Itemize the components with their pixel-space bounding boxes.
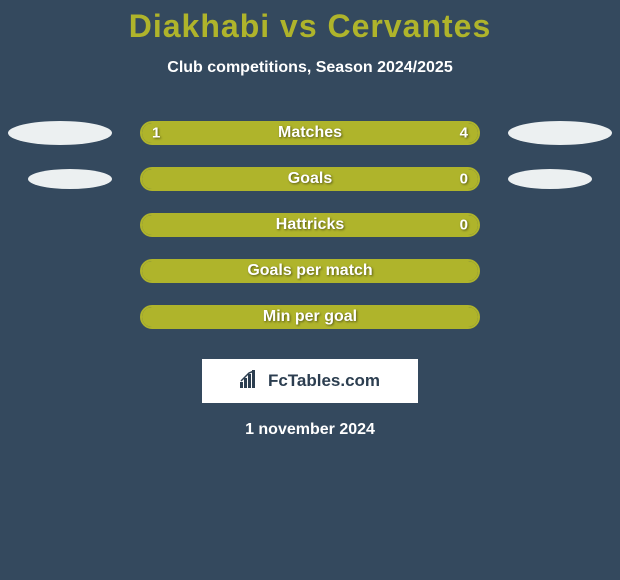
stat-bar: Min per goal	[140, 305, 480, 329]
stat-label: Min per goal	[263, 308, 357, 326]
player2-name: Cervantes	[328, 8, 492, 44]
stat-rows: 1 Matches 4 Goals 0 Hattricks 0 Goals per match…	[0, 121, 620, 329]
player1-avatar	[28, 169, 112, 189]
page-title: Diakhabi vs Cervantes	[0, 8, 620, 45]
stat-label: Hattricks	[276, 216, 344, 234]
brand-box[interactable]: FcTables.com	[202, 359, 418, 403]
stat-row: Hattricks 0	[0, 213, 620, 237]
stat-bar: 1 Matches 4	[140, 121, 480, 145]
stat-bar: Hattricks 0	[140, 213, 480, 237]
stat-row: Goals 0	[0, 167, 620, 191]
player1-avatar	[8, 121, 112, 145]
comparison-panel: Diakhabi vs Cervantes Club competitions,…	[0, 0, 620, 439]
stat-row: Goals per match	[0, 259, 620, 283]
player1-name: Diakhabi	[129, 8, 270, 44]
brand-text: FcTables.com	[268, 371, 380, 391]
stat-label: Goals per match	[247, 262, 372, 280]
stat-bar: Goals per match	[140, 259, 480, 283]
date-text: 1 november 2024	[0, 421, 620, 439]
bar-fill-right	[209, 123, 478, 143]
stat-label: Matches	[278, 124, 342, 142]
stat-value-left: 1	[152, 125, 160, 142]
stat-value-right: 0	[460, 217, 468, 234]
stat-row: 1 Matches 4	[0, 121, 620, 145]
player2-avatar	[508, 121, 612, 145]
vs-text: vs	[280, 8, 327, 44]
stat-row: Min per goal	[0, 305, 620, 329]
subtitle: Club competitions, Season 2024/2025	[0, 59, 620, 77]
stat-value-right: 4	[460, 125, 468, 142]
stat-label: Goals	[288, 170, 332, 188]
stat-value-right: 0	[460, 171, 468, 188]
player2-avatar	[508, 169, 592, 189]
stat-bar: Goals 0	[140, 167, 480, 191]
chart-icon	[240, 370, 262, 393]
